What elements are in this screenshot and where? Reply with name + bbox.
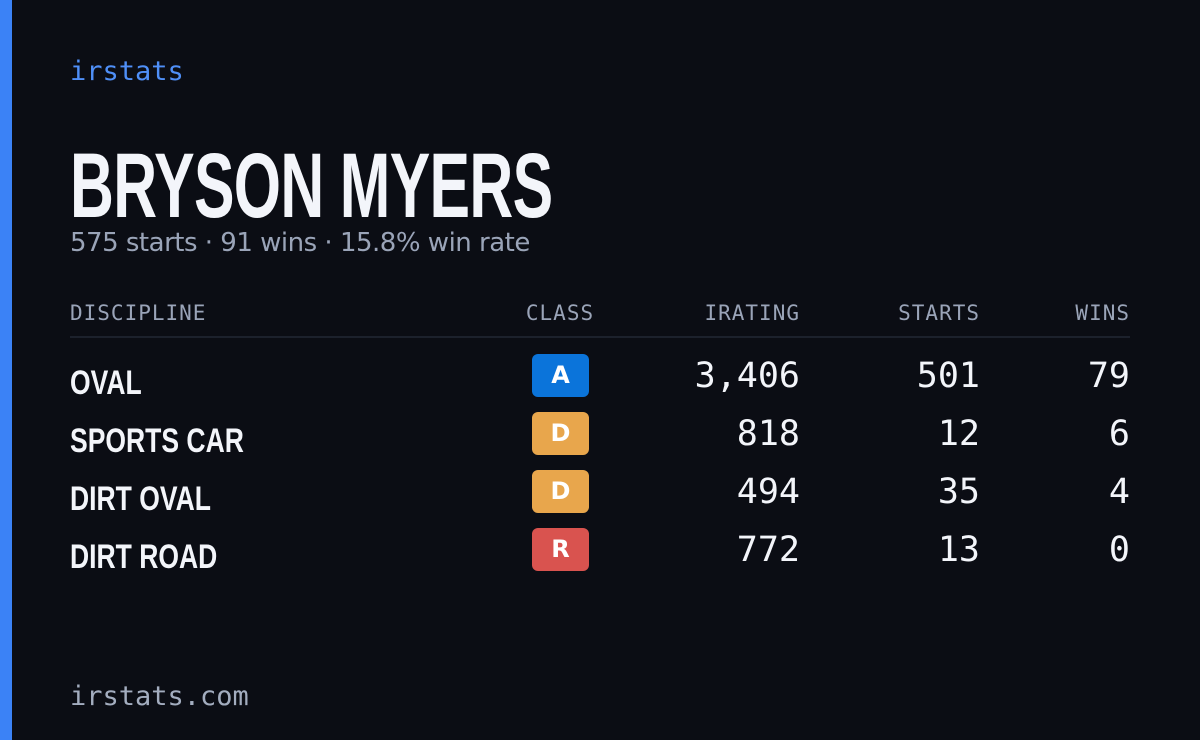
column-header: STARTS [898,301,980,325]
irating: 818 [736,414,800,454]
discipline: DIRT OVAL [70,480,211,518]
header-rule [70,336,1130,338]
driver-name: BRYSON MYERS [70,135,553,237]
discipline: OVAL [70,364,142,402]
column-header: WINS [1075,301,1130,325]
class-badge: R [532,528,589,571]
footer-link: irstats.com [70,681,249,712]
accent-bar [0,0,12,740]
discipline: SPORTS CAR [70,422,244,460]
starts: 35 [937,472,980,512]
column-header: IRATING [704,301,800,325]
wins: 0 [1108,530,1130,570]
summary: 575 starts · 91 wins · 15.8% win rate [70,228,530,258]
wins: 4 [1108,472,1130,512]
discipline: DIRT ROAD [70,538,218,576]
wins: 6 [1108,414,1130,454]
class-badge: D [532,470,589,513]
wins: 79 [1087,356,1130,396]
starts: 501 [916,356,980,396]
column-header: DISCIPLINE [70,301,207,325]
irating: 772 [736,530,800,570]
starts: 13 [937,530,980,570]
starts: 12 [937,414,980,454]
column-header: CLASS [525,301,595,325]
irating: 3,406 [694,356,800,396]
brand: irstats [70,56,184,87]
irating: 494 [736,472,800,512]
class-badge: D [532,412,589,455]
class-badge: A [532,354,589,397]
